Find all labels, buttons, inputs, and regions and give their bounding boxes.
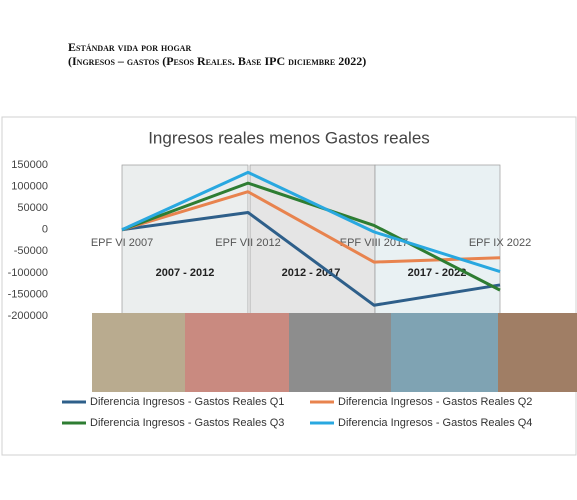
photo [185, 313, 289, 392]
x-tick-label: EPF IX 2022 [469, 237, 531, 249]
photo [92, 313, 185, 392]
photo [289, 313, 391, 392]
x-tick-label: EPF VIII 2017 [340, 237, 408, 249]
y-tick-label: -150000 [8, 288, 48, 300]
chart-title: Ingresos reales menos Gastos reales [148, 128, 430, 147]
series-line [121, 210, 501, 307]
y-tick-label: 150000 [11, 159, 48, 171]
period-label: 2007 - 2012 [156, 267, 215, 279]
x-tick-label: EPF VII 2012 [215, 237, 280, 249]
legend-label: Diferencia Ingresos - Gastos Reales Q1 [90, 396, 284, 408]
y-tick-label: 0 [42, 224, 48, 236]
legend-label: Diferencia Ingresos - Gastos Reales Q2 [338, 396, 532, 408]
y-tick-label: -50000 [14, 245, 48, 257]
series-line [121, 170, 501, 273]
legend-label: Diferencia Ingresos - Gastos Reales Q3 [90, 417, 284, 429]
series-line [121, 190, 501, 264]
y-tick-label: -100000 [8, 267, 48, 279]
x-tick-label: EPF VI 2007 [91, 237, 153, 249]
series-line [121, 181, 501, 292]
photo [391, 313, 498, 392]
photo [498, 313, 577, 392]
period-label: 2017 - 2022 [408, 267, 467, 279]
y-tick-label: 50000 [17, 202, 48, 214]
header-subtitle: (Ingresos – gastos (Pesos Reales. Base I… [68, 54, 366, 68]
y-tick-label: 100000 [11, 180, 48, 192]
y-tick-label: -200000 [8, 310, 48, 322]
legend-label: Diferencia Ingresos - Gastos Reales Q4 [338, 417, 532, 429]
header-title: Estándar vida por hogar [68, 40, 191, 54]
